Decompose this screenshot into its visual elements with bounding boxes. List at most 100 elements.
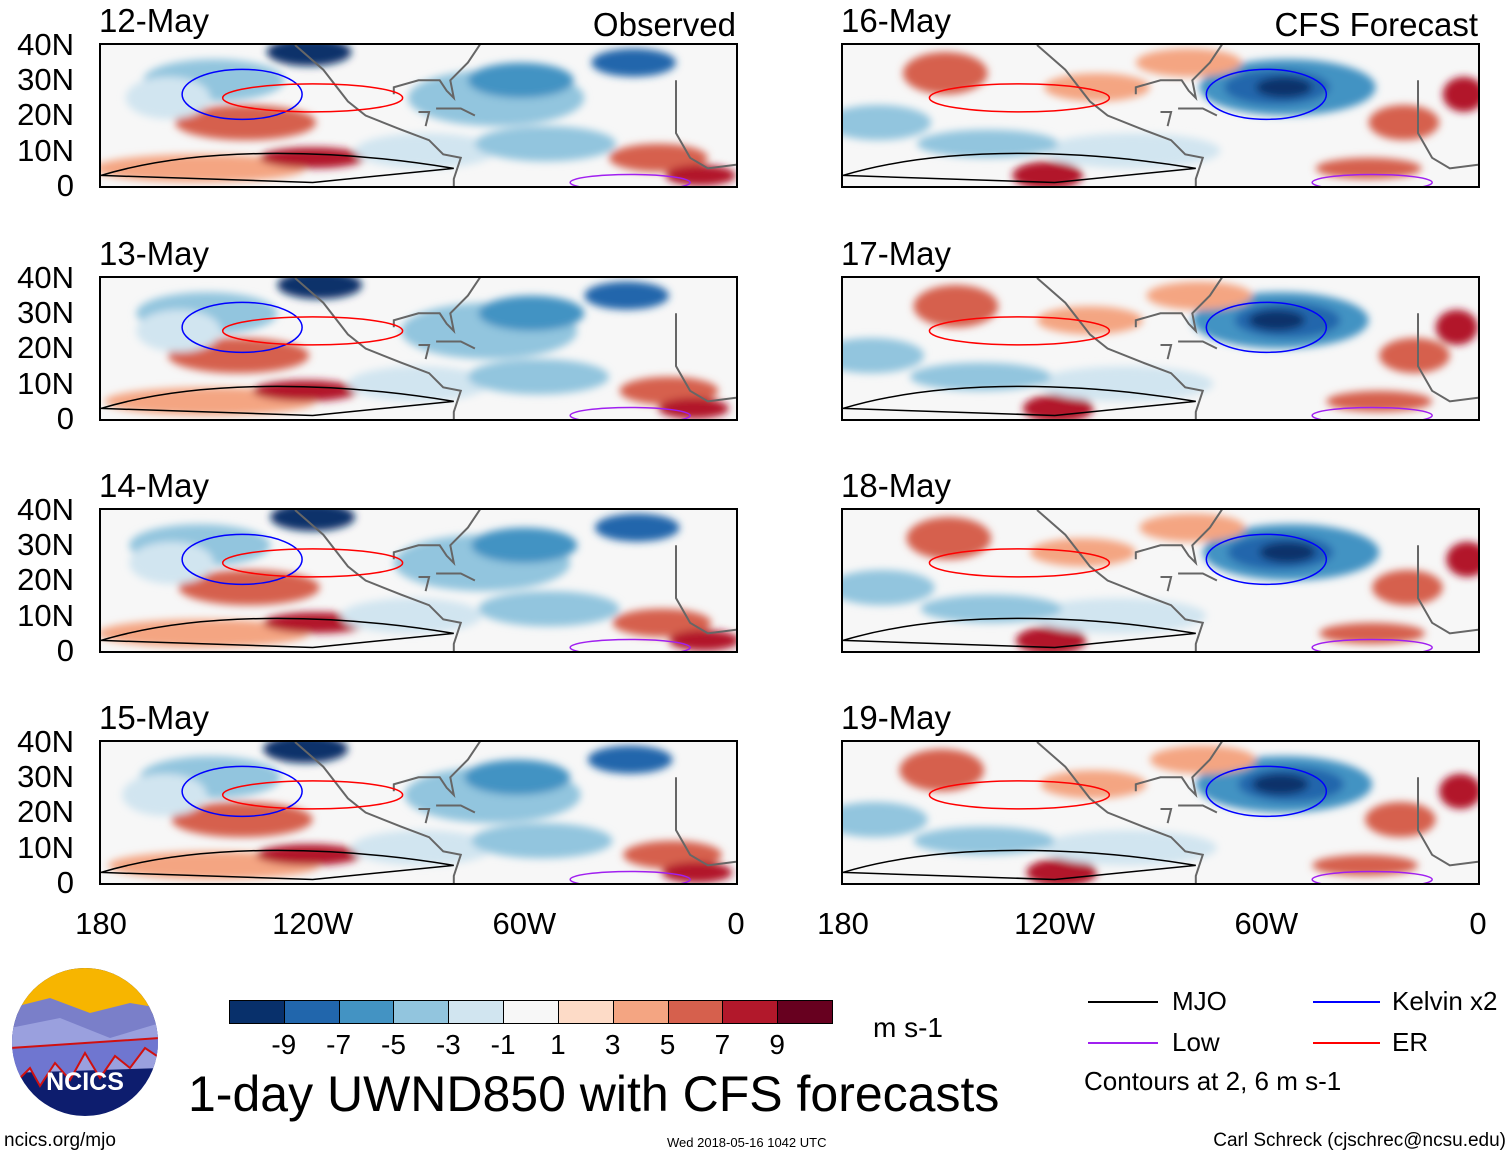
coastline (675, 80, 736, 170)
mjo-contour (101, 617, 454, 649)
wind-anomaly-region (1044, 73, 1150, 102)
wind-anomaly-region (594, 513, 680, 542)
coastline (1417, 777, 1478, 867)
wind-anomaly-region (1442, 76, 1478, 112)
legend-label-mjo: MJO (1172, 986, 1227, 1016)
colorbar-tick-label: 3 (604, 1029, 621, 1060)
coastline (1160, 111, 1173, 127)
lon-tick-label: 120W (1014, 906, 1096, 941)
wind-anomaly-region (668, 629, 736, 651)
lat-tick-label: 30N (17, 295, 74, 331)
coastline (436, 804, 476, 814)
lat-tick-label: 0 (56, 632, 74, 668)
colorbar-swatch (777, 1000, 833, 1024)
panel-date: 14-May (99, 467, 210, 504)
wind-anomaly-region (913, 826, 1055, 855)
wind-anomaly-region (471, 823, 613, 859)
lat-tick-label: 30N (17, 62, 74, 98)
lon-tick-label: 60W (492, 906, 557, 941)
kelvin-contour (1205, 533, 1328, 586)
wind-anomaly-region (478, 295, 585, 331)
lat-tick-label: 0 (56, 400, 74, 436)
wind-anomaly-region (1252, 773, 1309, 795)
lat-tick-label: 10N (17, 829, 74, 865)
colorbar-swatch (667, 1000, 724, 1024)
wind-anomaly-region (1044, 133, 1221, 169)
low-contour (1311, 406, 1433, 419)
er-contour (221, 316, 404, 346)
colorbar-tick-label: -5 (381, 1029, 406, 1060)
lat-tick-label: 20N (17, 562, 74, 598)
lon-tick-label: 180 (817, 906, 869, 941)
colorbar-swatch (612, 1000, 669, 1024)
colorbar-swatch (338, 1000, 395, 1024)
wind-anomaly-region (917, 129, 1059, 158)
wind-anomaly-region (478, 591, 620, 627)
wind-anomaly-region (1435, 309, 1478, 345)
mjo-contour (843, 617, 1196, 649)
wind-anomaly-region (471, 527, 578, 563)
lat-tick-label: 10N (17, 597, 74, 633)
wind-anomaly-region (270, 510, 355, 532)
wind-anomaly-region (256, 844, 363, 866)
map-panel-19-may (841, 740, 1480, 885)
colorbar-swatch (393, 1000, 450, 1024)
wind-anomaly-region (1259, 541, 1316, 563)
coastline (294, 45, 463, 186)
wind-anomaly-region (1135, 48, 1242, 77)
er-contour (928, 780, 1111, 810)
lat-tick-label: 20N (17, 794, 74, 830)
wind-anomaly-region (1248, 309, 1306, 331)
mjo-contour (101, 152, 454, 184)
wind-anomaly-region (665, 164, 736, 186)
wind-anomaly-region (277, 278, 363, 300)
website-link[interactable]: ncics.org/mjo (4, 1130, 116, 1151)
er-contour (221, 780, 404, 810)
wind-anomaly-region (906, 517, 992, 560)
panel-source-label: Observed (592, 6, 736, 43)
panel-date: 18-May (841, 467, 952, 504)
coastline (1160, 808, 1173, 824)
wind-anomaly-region (1255, 76, 1313, 98)
wind-anomaly-region (1015, 626, 1087, 651)
map-panel-18-may (841, 508, 1480, 653)
mjo-contour (843, 385, 1196, 417)
legend-line-low (1088, 1042, 1158, 1044)
colorbar-units: m s-1 (873, 1012, 943, 1043)
kelvin-contour (1205, 765, 1328, 818)
coastline (392, 742, 481, 798)
wind-anomaly-region (259, 147, 366, 169)
legend-line-er (1313, 1042, 1380, 1044)
coastline (418, 111, 431, 127)
panel-date: 15-May (99, 699, 210, 736)
kelvin-contour (181, 533, 303, 586)
kelvin-contour (181, 68, 303, 121)
coastline (1036, 742, 1205, 883)
wind-anomaly-region (474, 126, 617, 162)
coastline (418, 576, 431, 592)
lon-tick-label: 120W (272, 906, 354, 941)
coastline (294, 278, 463, 419)
wind-anomaly-region (340, 598, 482, 634)
panel-date: 16-May (841, 2, 952, 39)
mjo-contour (101, 849, 454, 881)
wind-anomaly-region (843, 801, 928, 838)
figure-title: 1-day UWND850 with CFS forecasts (188, 1066, 1000, 1122)
coastline (1178, 804, 1218, 814)
lat-tick-label: 10N (17, 132, 74, 168)
wind-anomaly-region (1029, 598, 1207, 634)
mjo-contour (843, 152, 1196, 184)
wind-anomaly-region (1368, 104, 1440, 141)
colorbar-tick-label: 7 (714, 1029, 731, 1060)
kelvin-contour (1205, 68, 1328, 121)
wind-anomaly-region (101, 619, 310, 648)
lat-tick-label: 30N (17, 759, 74, 795)
panel-date: 12-May (99, 2, 210, 39)
timestamp: Wed 2018-05-16 1042 UTC (667, 1135, 827, 1150)
wind-anomaly-region (1439, 773, 1478, 809)
author-credit: Carl Schreck (cjschrec@ncsu.edu) (1213, 1130, 1506, 1151)
wind-anomaly-region (843, 104, 932, 141)
wind-anomaly-region (661, 861, 733, 883)
low-contour (1311, 870, 1433, 883)
coastline (1134, 510, 1223, 566)
